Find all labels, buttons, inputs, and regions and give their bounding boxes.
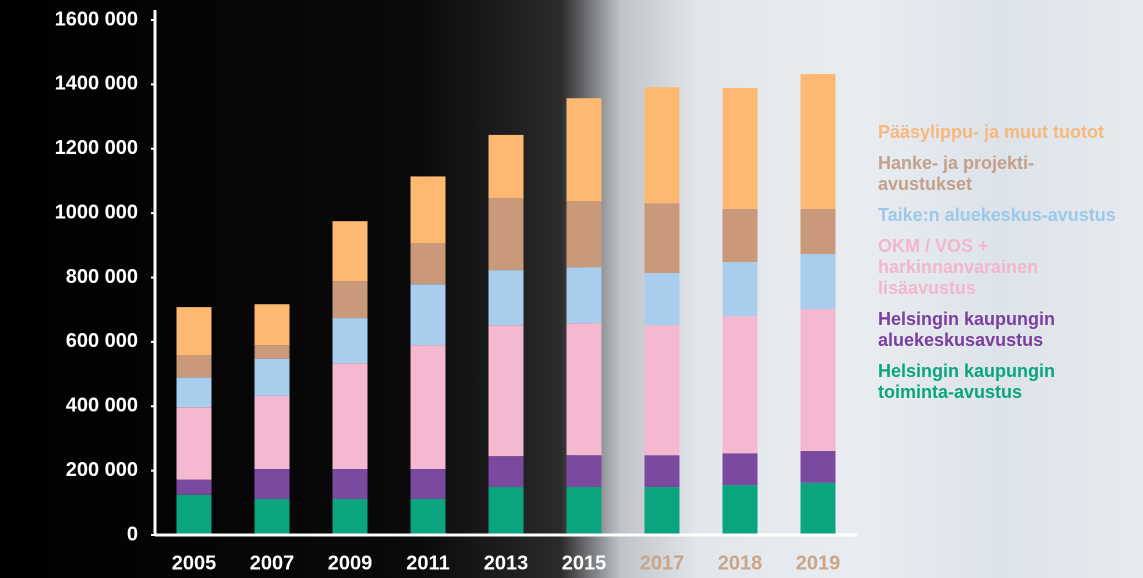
legend-entry: Helsingin kaupungin toiminta-avustus	[878, 361, 1056, 402]
bar-segment	[800, 254, 836, 310]
bar-segment	[644, 203, 680, 273]
x-tick-label: 2011	[406, 552, 449, 574]
x-tick-label: 2018	[718, 552, 763, 574]
bar-segment	[644, 272, 680, 326]
y-tick-label: 400 000	[66, 395, 138, 417]
legend-entry: Hanke- ja projekti-avustukset	[878, 153, 1035, 194]
bar-segment	[410, 176, 446, 244]
x-tick-label: 2015	[562, 552, 607, 574]
x-tick-label: 2013	[484, 552, 529, 574]
bar-segment	[410, 284, 446, 346]
legend: Pääsylippu- ja muut tuotot Hanke- ja proj…	[878, 122, 1128, 413]
y-tick-label: 0	[127, 523, 138, 545]
bar-segment	[800, 450, 836, 483]
bar-segment	[254, 358, 290, 396]
bar-segment	[176, 494, 212, 535]
bar-segment	[488, 134, 524, 198]
bar-segment	[488, 197, 524, 271]
x-tick-label: 2017	[640, 552, 685, 574]
bar-segment	[332, 221, 368, 282]
bar-segment	[566, 267, 602, 324]
y-tick-label: 800 000	[66, 266, 138, 288]
bar-segment	[254, 469, 290, 499]
bar-segment	[800, 482, 836, 535]
bar-segment	[722, 453, 758, 486]
legend-entry: Pääsylippu- ja muut tuotot	[878, 122, 1105, 142]
bar-segment	[722, 208, 758, 263]
bar-segment	[332, 363, 368, 470]
y-tick-label: 600 000	[66, 330, 138, 352]
x-tick-label: 2019	[796, 552, 841, 574]
x-tick-label: 2009	[328, 552, 373, 574]
bar-segment	[566, 201, 602, 268]
legend-entry: OKM / VOS + harkinnanvarainen lisäavustu…	[878, 236, 1039, 298]
y-tick-label: 1200 000	[55, 137, 138, 159]
bar-segment	[410, 345, 446, 470]
bar-segment	[800, 208, 836, 255]
y-tick-label: 200 000	[66, 459, 138, 481]
y-tick-label: 1400 000	[55, 73, 138, 95]
bar-segment	[800, 309, 836, 451]
bar-segment	[722, 87, 758, 209]
bar-segment	[176, 479, 212, 495]
bar-segment	[254, 345, 290, 359]
legend-entry: Taike:n aluekeskus-avustus	[878, 205, 1116, 225]
bar-segment	[176, 377, 212, 408]
bar-segment	[566, 455, 602, 488]
bar-segment	[254, 498, 290, 535]
bar-segment	[332, 498, 368, 535]
bar-segment	[566, 98, 602, 202]
bar-segment	[488, 270, 524, 326]
bar-segment	[410, 498, 446, 535]
bar-segment	[488, 325, 524, 457]
bar-segment	[800, 74, 836, 209]
bar-segment	[254, 304, 290, 346]
bar-segment	[644, 487, 680, 535]
bar-segment	[488, 456, 524, 488]
bar-segment	[722, 316, 758, 454]
bar-segment	[176, 307, 212, 356]
bar-segment	[722, 485, 758, 535]
legend-entry: Helsingin kaupungin aluekeskusavustus	[878, 309, 1056, 350]
bar-segment	[254, 395, 290, 470]
bar-segment	[566, 487, 602, 535]
y-tick-label: 1000 000	[55, 201, 138, 223]
x-tick-label: 2007	[250, 552, 295, 574]
bar-segment	[644, 455, 680, 488]
bar-segment	[644, 325, 680, 456]
bar-segment	[332, 469, 368, 499]
bar-segment	[644, 87, 680, 204]
bar-segment	[722, 262, 758, 317]
bar-segment	[488, 487, 524, 535]
bar-segment	[332, 318, 368, 364]
bar-segment	[566, 323, 602, 456]
bar-segment	[332, 281, 368, 319]
y-tick-label: 1600 000	[55, 8, 138, 30]
x-tick-label: 2005	[172, 552, 217, 574]
bar-segment	[410, 469, 446, 499]
bar-segment	[176, 355, 212, 378]
bar-segment	[410, 243, 446, 285]
bar-segment	[176, 407, 212, 480]
